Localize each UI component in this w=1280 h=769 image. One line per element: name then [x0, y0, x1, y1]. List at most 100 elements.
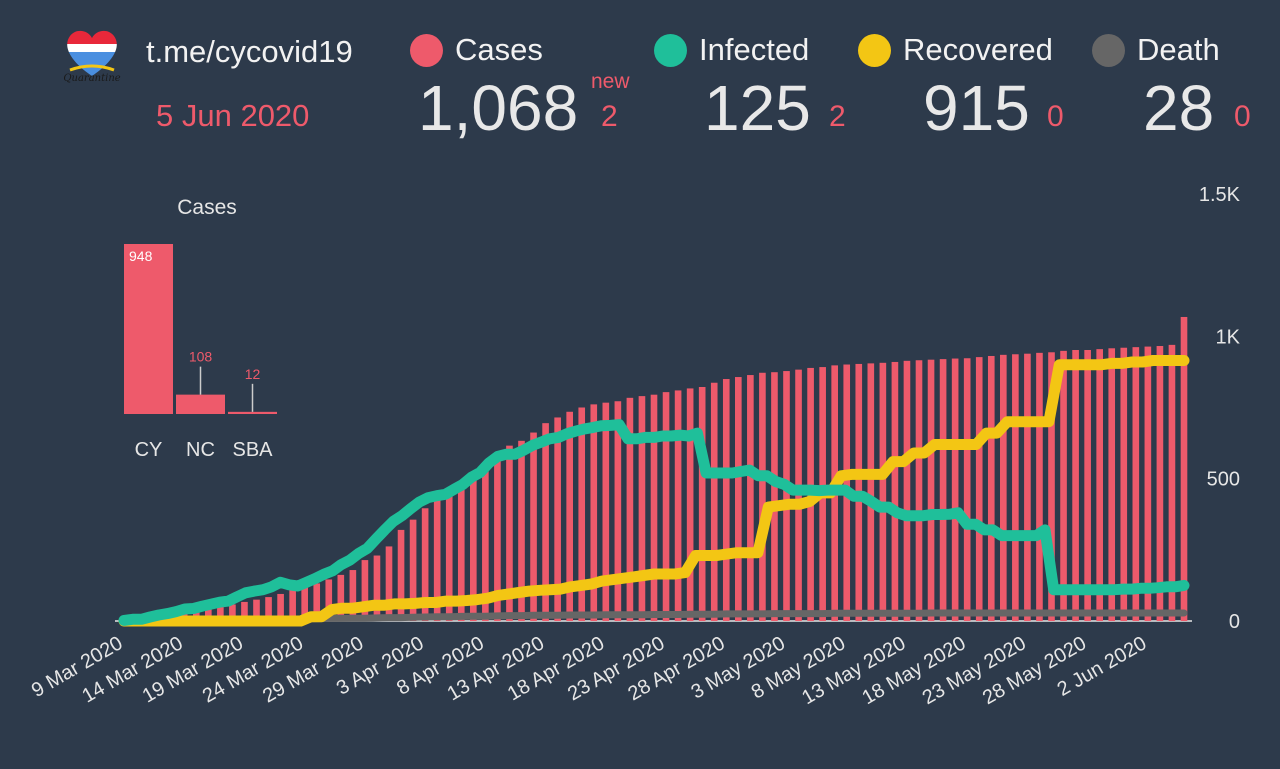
inset-data-label: 948: [129, 248, 153, 264]
cases-bar: [530, 432, 537, 621]
cases-bar: [566, 411, 573, 621]
cases-bar: [277, 593, 284, 621]
inset-xtick: SBA: [232, 439, 273, 461]
cases-bar: [1108, 348, 1116, 621]
cases-bar: [433, 499, 441, 621]
legend-infected-label: Infected: [699, 32, 810, 67]
legend-death: Death: [1092, 30, 1220, 70]
inset-data-label: 108: [189, 349, 213, 365]
death-dot-icon: [1092, 33, 1125, 67]
cases-bar: [1156, 346, 1164, 621]
cases-bar: [602, 402, 610, 621]
cases-bar: [1132, 347, 1140, 621]
cases-bar: [1180, 316, 1188, 621]
inset-xtick: NC: [186, 439, 215, 461]
cases-bar: [337, 574, 345, 621]
cases-bar: [1048, 352, 1055, 621]
cases-bar: [951, 358, 959, 621]
cases-bar: [1060, 350, 1067, 621]
cases-bar: [638, 396, 646, 621]
cases-bar: [735, 377, 742, 621]
cases-bar: [482, 471, 489, 621]
cases-bar: [1000, 354, 1007, 621]
cases-bar: [361, 560, 369, 621]
infected-dot-icon: [654, 33, 687, 67]
legend-recovered: Recovered: [858, 30, 1053, 70]
cases-bar: [421, 508, 429, 621]
cases-bar: [626, 397, 634, 621]
inset-data-label: 12: [245, 366, 261, 382]
legend-cases-label: Cases: [455, 32, 543, 67]
y-tick-label: 0: [1229, 611, 1240, 633]
recovered-dot-icon: [858, 33, 891, 67]
cases-bar: [217, 607, 224, 621]
cases-bar: [783, 371, 790, 621]
cases-bar: [313, 583, 321, 621]
cases-bar: [542, 423, 549, 621]
cases-bar: [1168, 344, 1176, 621]
cases-bar: [457, 488, 465, 621]
cases-bar: [710, 382, 718, 621]
cases-bar: [975, 357, 983, 621]
report-date: 5 Jun 2020: [156, 98, 310, 133]
cases-bar: [686, 388, 694, 621]
cases-delta: 2: [601, 100, 618, 133]
cases-bar: [470, 480, 477, 621]
cases-bar: [518, 440, 525, 621]
cases-bar: [265, 597, 272, 621]
cases-bar: [771, 372, 778, 621]
cases-bar: [229, 604, 236, 621]
cases-bar: [253, 599, 260, 621]
cases-bar: [373, 555, 381, 621]
heart-flag-icon: Quarantine: [63, 30, 121, 84]
legend-recovered-label: Recovered: [903, 32, 1053, 67]
cases-bar: [578, 407, 586, 621]
inset-title: Cases: [177, 196, 237, 219]
logo-text: Quarantine: [63, 73, 120, 84]
cases-bar: [759, 372, 766, 621]
y-tick-label: 500: [1207, 469, 1240, 491]
cases-bar: [698, 387, 706, 621]
legend-death-label: Death: [1137, 32, 1220, 67]
cases-bar: [915, 360, 923, 621]
site-link[interactable]: t.me/cycovid19: [146, 34, 353, 69]
inset-bar-nc: [176, 394, 225, 414]
cases-bar: [385, 546, 393, 621]
cases-bar: [205, 607, 212, 621]
cases-bar: [1084, 349, 1091, 621]
cases-bar: [301, 585, 308, 621]
cases-bar: [927, 359, 935, 621]
inset-bar-cy: [124, 244, 173, 414]
inset-bar-sba: [228, 411, 277, 414]
death-total: 28: [1143, 72, 1215, 144]
cases-bar: [445, 494, 453, 621]
legend-cases: Cases: [410, 30, 543, 70]
cases-bar: [939, 359, 947, 621]
cases-bar: [494, 460, 501, 621]
cases-dot-icon: [410, 33, 443, 67]
cases-bar: [506, 445, 513, 621]
y-tick-label: 1K: [1216, 326, 1241, 348]
cases-bar: [614, 401, 622, 621]
cases-bar: [1072, 349, 1079, 621]
y-tick-label: 1.5K: [1199, 184, 1241, 206]
legend-infected: Infected: [654, 30, 809, 70]
cases-bar: [1036, 352, 1043, 621]
cases-bar: [1096, 349, 1103, 621]
cases-bar: [241, 601, 248, 621]
recovered-total: 915: [923, 72, 1030, 144]
recovered-line: [118, 355, 1190, 627]
cases-bar: [397, 529, 405, 621]
inset-xtick: CY: [135, 439, 163, 461]
cases-bar: [590, 404, 598, 621]
death-delta: 0: [1234, 100, 1251, 133]
cases-bar: [650, 394, 658, 621]
cases-bar: [674, 390, 682, 621]
cases-bar: [289, 587, 296, 621]
new-label: new: [591, 70, 630, 93]
cases-bar: [963, 358, 971, 621]
cases-bar: [1120, 347, 1128, 621]
cases-bar: [1144, 346, 1152, 621]
cases-bar: [1024, 353, 1031, 621]
infected-delta: 2: [829, 100, 846, 133]
